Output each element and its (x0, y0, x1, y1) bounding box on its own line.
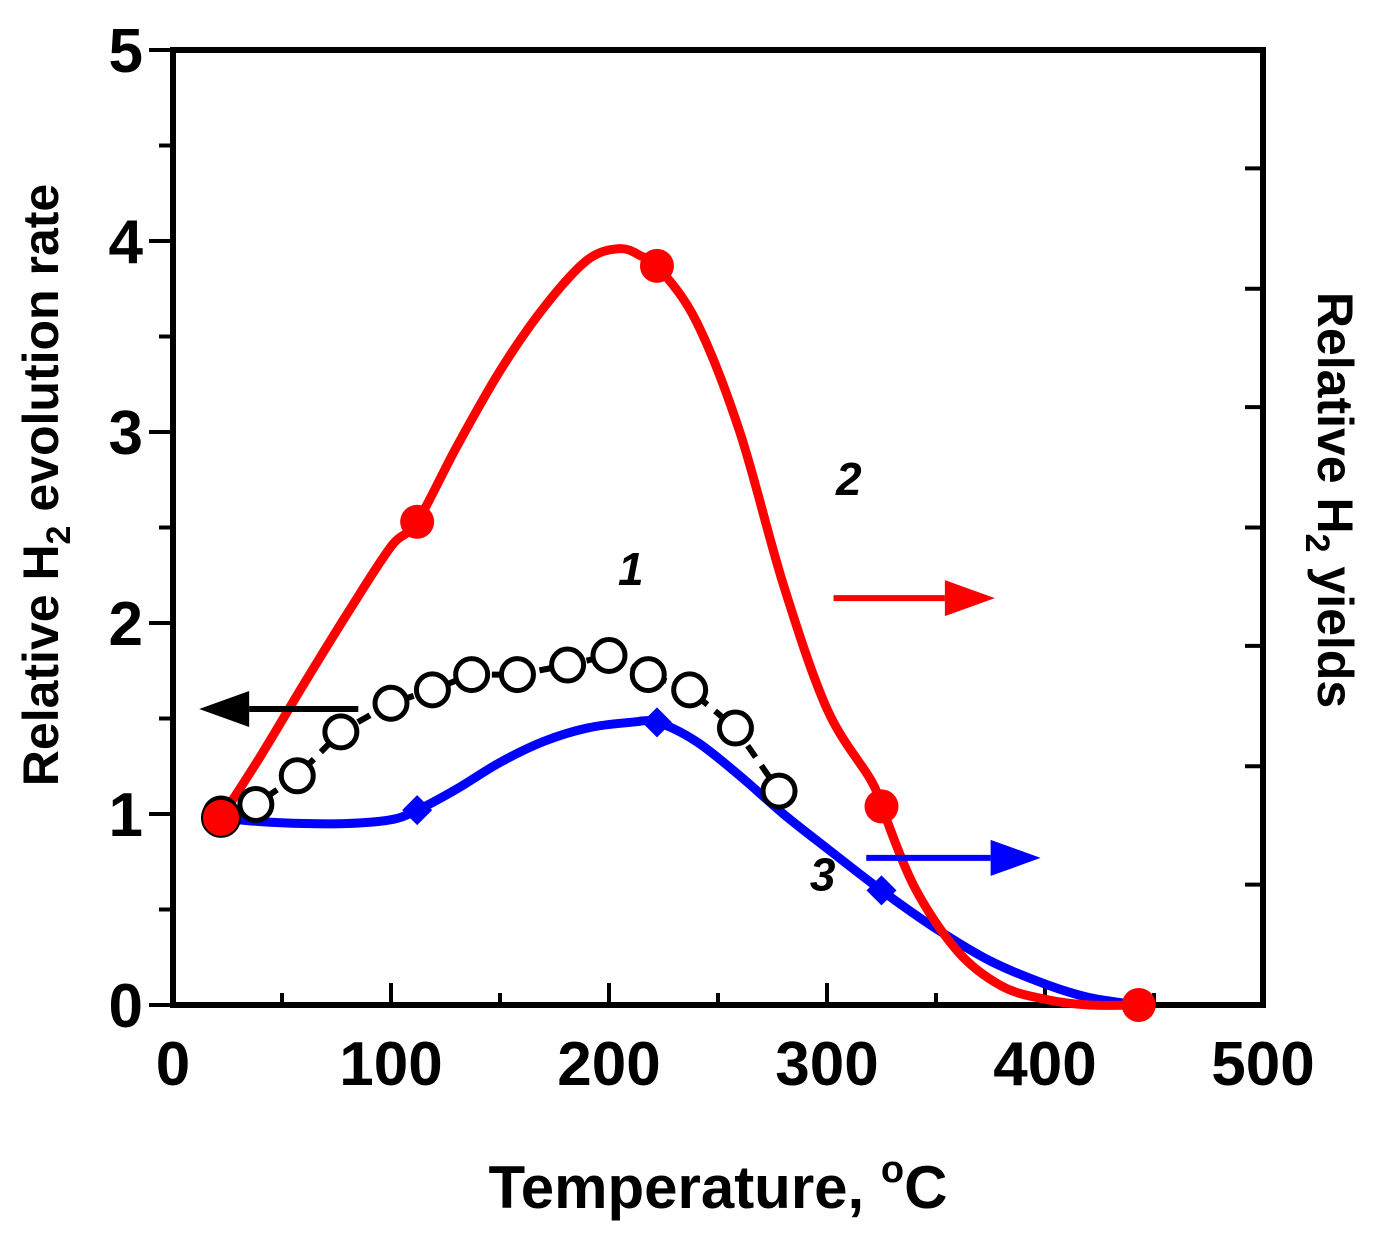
y-tick-label: 4 (109, 208, 144, 277)
x-tick-label: 200 (557, 1030, 660, 1099)
left-y-title-prefix: Relative H (13, 544, 69, 786)
x-axis-title-main: Temperature, (489, 1154, 881, 1221)
x-tick-label: 500 (1211, 1030, 1314, 1099)
left-y-title-subscript: 2 (40, 526, 78, 545)
annotations: 1 2 3 (199, 453, 1041, 900)
y-tick-label: 5 (109, 17, 143, 86)
x-axis-title-degree: o (881, 1149, 904, 1191)
series-1-point (629, 656, 667, 694)
series-1-point (372, 684, 410, 722)
series (200, 244, 1156, 1022)
x-axis-title: Temperature, oC (489, 1149, 948, 1221)
series-2-point (1121, 988, 1156, 1022)
series-1-point (549, 646, 587, 684)
right-y-axis-title: Relative H2 yields (1298, 292, 1363, 708)
series-1-point (671, 671, 709, 709)
series-1-point (278, 757, 316, 795)
ticks: 0 100 200 300 400 500 0 1 2 3 4 5 (109, 17, 1315, 1099)
left-y-title-suffix: evolution rate (13, 184, 69, 526)
series-3-axis-arrow-head (990, 839, 1041, 876)
series-2-point (400, 504, 435, 539)
x-tick-label: 400 (993, 1030, 1096, 1099)
y-tick-label: 1 (109, 781, 143, 850)
series-1-point (716, 709, 754, 747)
x-tick-label: 0 (156, 1030, 190, 1099)
series-label-2: 2 (835, 453, 862, 505)
right-y-title-prefix: Relative H (1307, 292, 1363, 534)
series-2-point (864, 789, 899, 824)
x-tick-label: 100 (339, 1030, 442, 1099)
y-tick-label: 2 (109, 590, 143, 659)
right-y-title-subscript: 2 (1298, 534, 1336, 553)
y-tick-label: 0 (109, 972, 143, 1041)
series-1-axis-arrow-head (199, 690, 250, 727)
series-2-axis-arrow-head (944, 580, 995, 617)
x-axis-title-unit: C (904, 1154, 947, 1221)
series-1-point (237, 785, 275, 823)
series-1-point (322, 713, 360, 751)
series-label-1: 1 (618, 543, 644, 595)
series-1-point (413, 671, 451, 709)
series-3-point (866, 875, 897, 906)
series-2-point (639, 248, 674, 283)
right-y-title-suffix: yields (1307, 553, 1363, 709)
series-1-point (453, 656, 491, 694)
series-3-point (641, 707, 672, 738)
series-1-point (590, 636, 628, 674)
series-3-point (402, 795, 433, 826)
series-1-point (760, 772, 798, 810)
series-label-3: 3 (810, 848, 836, 900)
left-y-axis-title: Relative H2 evolution rate (13, 184, 78, 786)
series-1-point (498, 656, 536, 694)
series-2-start-point (200, 797, 241, 838)
y-tick-label: 3 (109, 399, 143, 468)
x-tick-label: 300 (775, 1030, 878, 1099)
